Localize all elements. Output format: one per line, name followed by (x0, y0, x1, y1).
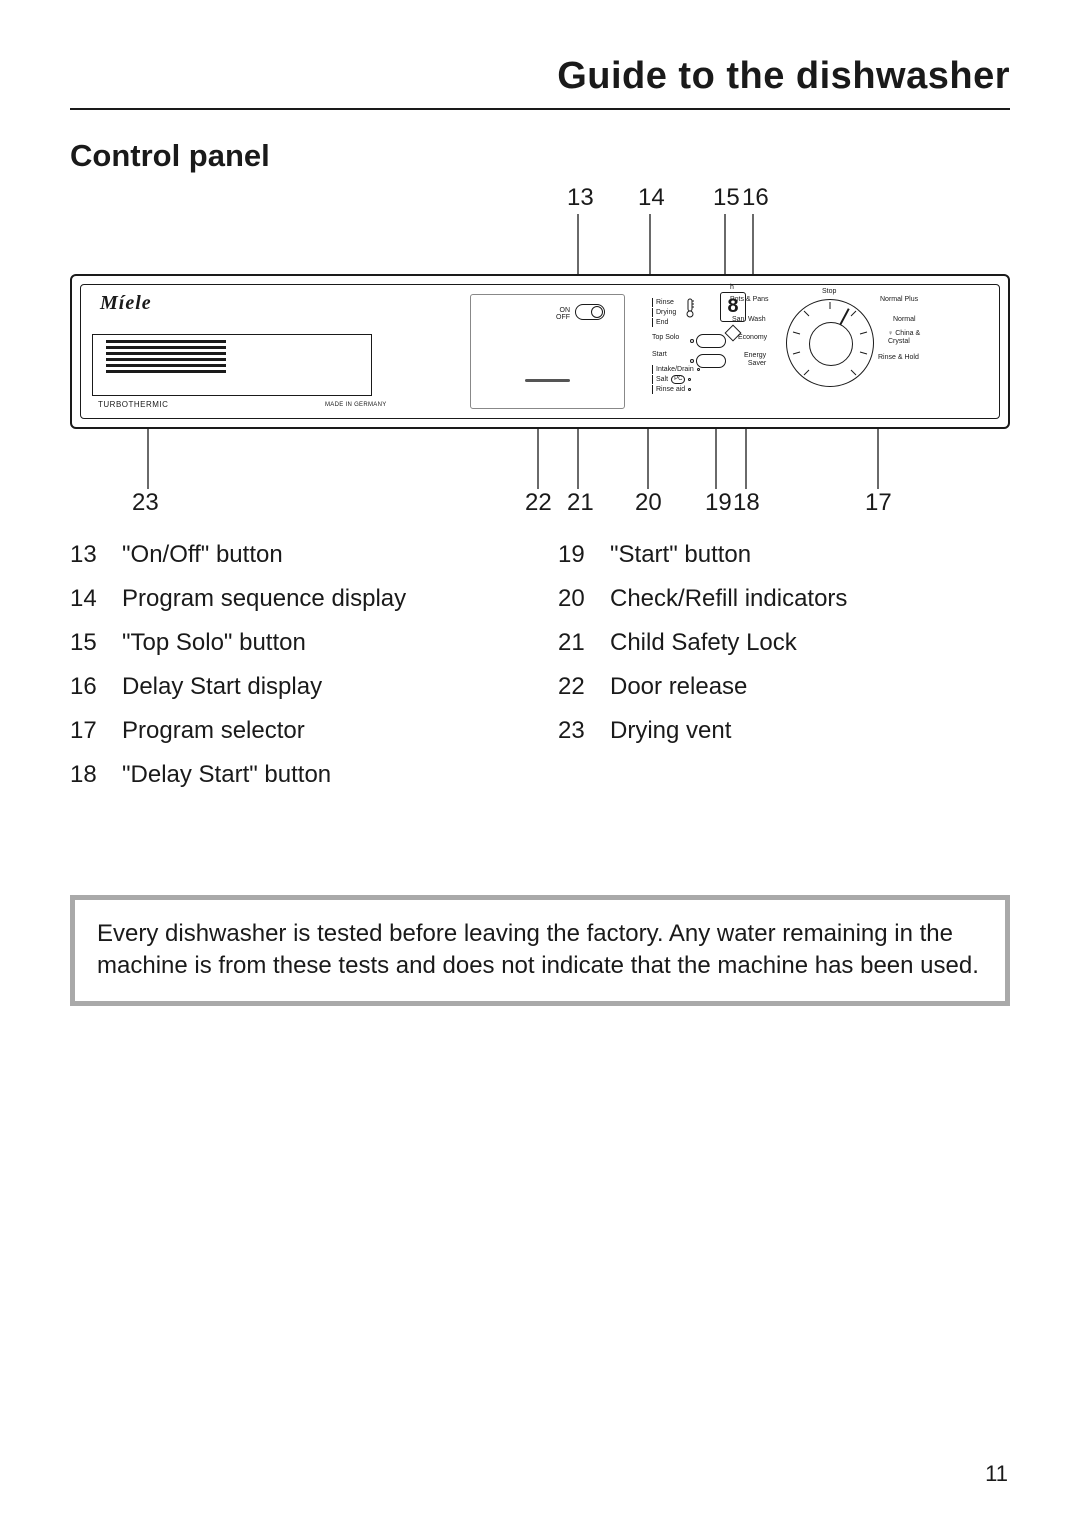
control-panel-diagram: Míele TURBOTHERMIC MADE IN GERMANY ON OF… (70, 274, 1010, 429)
selector-label-stop: Stop (822, 288, 836, 296)
legend-item: 14Program sequence display (70, 585, 522, 613)
selector-label-normalplus: Normal Plus (880, 296, 918, 304)
callout-bot-20: 20 (635, 489, 662, 517)
legend-item: 20Check/Refill indicators (558, 585, 1010, 613)
page-title: Guide to the dishwasher (70, 55, 1010, 98)
program-selector-ticks (786, 299, 874, 387)
delay-h-label: h (730, 284, 734, 291)
info-box: Every dishwasher is tested before leavin… (70, 895, 1010, 1006)
callout-numbers-bottom: 23 22 21 20 19 18 17 (70, 489, 1010, 519)
selector-label-normal: Normal (893, 316, 916, 324)
callout-top-13: 13 (567, 184, 594, 212)
legend-item: 13"On/Off" button (70, 541, 522, 569)
selector-label-energy: Energy Saver (744, 352, 766, 368)
section-title: Control panel (70, 138, 1010, 174)
legend-col-right: 19"Start" button 20Check/Refill indicato… (558, 541, 1010, 805)
callout-numbers-top: 13 14 15 16 (70, 184, 1010, 214)
brand-logo: Míele (100, 292, 152, 315)
page-number: 11 (985, 1461, 1008, 1487)
callout-bot-21: 21 (567, 489, 594, 517)
top-solo-button (696, 334, 726, 348)
onoff-button (575, 304, 605, 320)
legend-item: 19"Start" button (558, 541, 1010, 569)
callout-bot-18: 18 (733, 489, 760, 517)
legend: 13"On/Off" button 14Program sequence dis… (70, 541, 1010, 805)
drying-vent-slats (106, 340, 226, 376)
title-divider (70, 108, 1010, 110)
selector-label-sani: Sani Wash (732, 316, 766, 324)
legend-item: 23Drying vent (558, 717, 1010, 745)
selector-label-econ: Economy (738, 334, 767, 342)
callout-bot-17: 17 (865, 489, 892, 517)
leader-lines-top (70, 214, 1010, 274)
callout-top-15: 15 (713, 184, 740, 212)
start-button (696, 354, 726, 368)
callout-bot-19: 19 (705, 489, 732, 517)
selector-label-pots: Pots & Pans (730, 296, 769, 304)
callout-top-14: 14 (638, 184, 665, 212)
legend-item: 18"Delay Start" button (70, 761, 522, 789)
legend-col-left: 13"On/Off" button 14Program sequence dis… (70, 541, 522, 805)
selector-label-china: ♀China & Crystal (888, 330, 920, 346)
leader-lines-bottom (70, 429, 1010, 489)
legend-item: 15"Top Solo" button (70, 629, 522, 657)
legend-item: 22Door release (558, 673, 1010, 701)
callout-bot-23: 23 (132, 489, 159, 517)
onoff-text: ON OFF (556, 307, 570, 321)
legend-item: 16Delay Start display (70, 673, 522, 701)
made-in-label: MADE IN GERMANY (325, 402, 387, 408)
callout-bot-22: 22 (525, 489, 552, 517)
turbothermic-label: TURBOTHERMIC (98, 400, 168, 409)
callout-top-16: 16 (742, 184, 769, 212)
thermometer-icon (685, 298, 695, 318)
selector-label-rinse: Rinse & Hold (878, 354, 919, 362)
legend-item: 21Child Safety Lock (558, 629, 1010, 657)
legend-item: 17Program selector (70, 717, 522, 745)
